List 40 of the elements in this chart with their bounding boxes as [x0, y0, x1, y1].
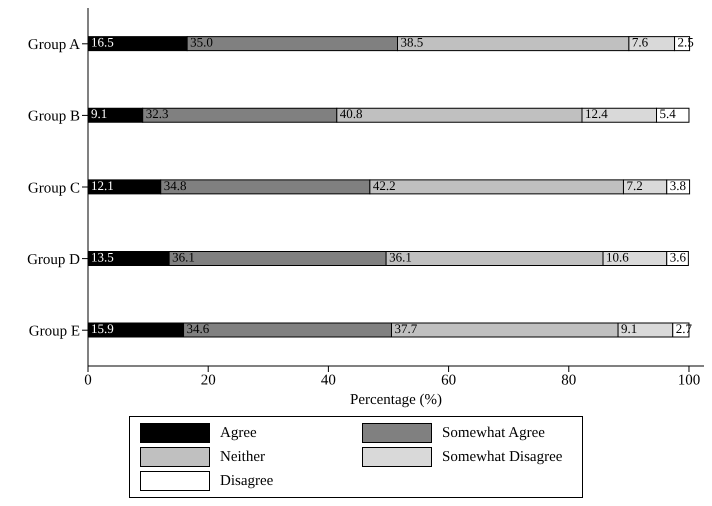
y-tick-label: Group E [28, 324, 80, 340]
legend-label: Agree [220, 424, 258, 442]
data-label: 3.6 [670, 249, 686, 264]
legend-label: Somewhat Disagree [442, 448, 564, 466]
y-tick-label: Group B [28, 108, 80, 125]
data-label: 40.8 [340, 106, 363, 122]
x-axis-title: Percentage (%) [350, 392, 442, 408]
data-label: 9.1 [621, 321, 638, 336]
x-tick-label: 40 [320, 372, 336, 389]
data-label: 12.1 [91, 178, 114, 193]
data-label: 32.3 [146, 106, 168, 122]
data-label: 38.5 [400, 34, 424, 50]
data-label: 7.6 [632, 34, 649, 50]
x-tick-label: 100 [678, 372, 700, 389]
data-label: 15.9 [91, 321, 114, 336]
data-label: 36.1 [389, 249, 412, 264]
data-label: 42.2 [372, 178, 396, 193]
data-label: 5.4 [660, 106, 676, 122]
data-label: 35.0 [190, 34, 213, 50]
data-label: 16.5 [91, 34, 114, 50]
y-tick-label: Group C [28, 180, 80, 196]
data-label: 34.8 [164, 178, 186, 193]
data-label: 3.8 [670, 178, 686, 193]
data-label: 13.5 [91, 249, 114, 264]
data-label: 9.1 [91, 106, 108, 122]
data-label: 37.7 [394, 321, 418, 336]
y-tick-label: Group D [27, 252, 80, 268]
data-label: 12.4 [585, 106, 608, 122]
x-tick-label: 80 [561, 372, 576, 389]
data-label: 36.1 [172, 249, 195, 264]
data-label: 34.6 [186, 321, 210, 336]
data-label: 7.2 [626, 178, 643, 193]
x-tick-label: 0 [84, 372, 92, 389]
x-tick-label: 20 [200, 372, 216, 389]
legend-label: Disagree [220, 472, 274, 490]
legend-label: Neither [220, 448, 266, 466]
data-label: 10.6 [606, 249, 630, 264]
x-tick-label: 60 [441, 372, 456, 389]
y-tick-label: Group A [28, 37, 80, 54]
legend-label: Somewhat Agree [442, 424, 546, 442]
